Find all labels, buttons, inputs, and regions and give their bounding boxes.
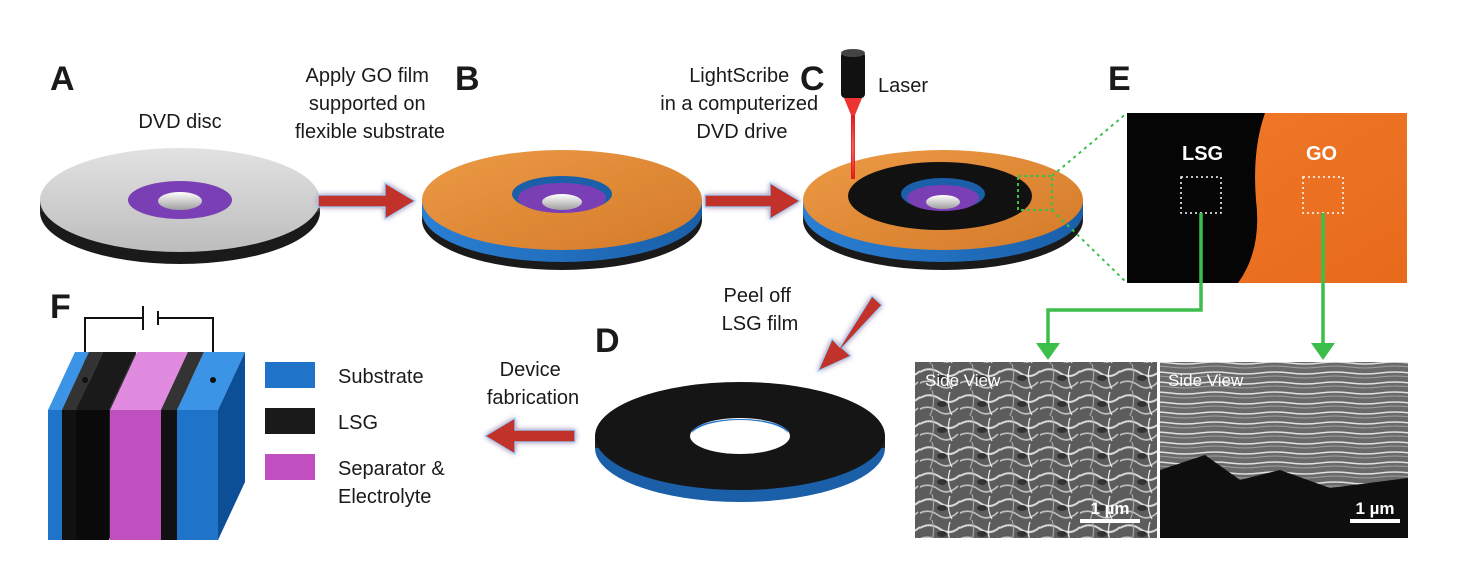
scale-bar-left — [1080, 519, 1140, 523]
scale-bar-right — [1350, 519, 1400, 523]
electrode-right — [161, 352, 245, 540]
arrow-c-to-d — [816, 295, 883, 373]
panel-d: D — [595, 322, 885, 502]
panel-c-letter: C — [800, 60, 825, 98]
sem-go-label: Side View — [1168, 371, 1244, 390]
go-overlay-label: GO — [1306, 143, 1337, 165]
panel-e-letter: E — [1108, 60, 1131, 98]
go-coated-disc — [422, 150, 702, 270]
panel-a: A DVD disc — [40, 60, 320, 264]
dvd-disc — [40, 148, 320, 264]
legend-swatch-substrate — [265, 362, 315, 388]
legend-item-lsg: LSG — [265, 408, 378, 434]
panel-f-letter: F — [50, 288, 71, 326]
zoom-box — [1017, 175, 1053, 211]
legend-item-separator: Separator & Electrolyte — [265, 454, 450, 508]
sem-lsg-label: Side View — [925, 371, 1001, 390]
panel-c: C Laser — [800, 49, 1083, 270]
laser-label: Laser — [878, 75, 928, 97]
zoom-lines — [1051, 112, 1128, 284]
legend: Substrate LSG Separator & Electrolyte — [265, 362, 450, 508]
arrowhead-right-icon — [1311, 343, 1335, 360]
panel-a-letter: A — [50, 60, 75, 98]
lsg-region-micrograph — [1127, 113, 1265, 283]
arrowhead-left-icon — [1036, 343, 1060, 360]
step-lightscribe: LightScribe in a computerized DVD drive — [660, 65, 823, 143]
step-apply-go-film: Apply GO film supported on flexible subs… — [295, 65, 445, 143]
arrow-a-to-b — [317, 181, 417, 221]
step-device-fabrication: Device fabrication — [487, 359, 579, 409]
arrow-d-to-f — [483, 416, 576, 456]
legend-label-substrate: Substrate — [338, 366, 424, 388]
sem-go: Side View 1 µm — [1160, 362, 1408, 538]
panel-b-letter: B — [455, 60, 480, 98]
laser-head-icon — [841, 49, 865, 179]
lsg-overlay-label: LSG — [1182, 143, 1223, 165]
panel-b: B — [422, 60, 702, 270]
panel-f: F — [48, 288, 245, 540]
legend-item-substrate: Substrate — [265, 362, 424, 388]
panel-e: E LSG GO — [1108, 60, 1407, 283]
legend-label-lsg: LSG — [338, 412, 378, 434]
sem-lsg: Side View 1 µm — [915, 362, 1157, 538]
sem-connectors — [1046, 213, 1325, 345]
panel-d-letter: D — [595, 322, 620, 360]
lsg-patterned-disc — [803, 150, 1083, 270]
legend-swatch-separator — [265, 454, 315, 480]
sem-lsg-scale: 1 µm — [1090, 499, 1129, 518]
legend-swatch-lsg — [265, 408, 315, 434]
lsg-film-ring — [595, 382, 885, 502]
step-peel-off: Peel off LSG film — [722, 285, 799, 335]
dvd-disc-caption: DVD disc — [138, 111, 221, 133]
arrow-b-to-c — [704, 181, 802, 221]
legend-label-separator: Separator & Electrolyte — [338, 458, 450, 508]
sem-go-scale: 1 µm — [1355, 499, 1394, 518]
